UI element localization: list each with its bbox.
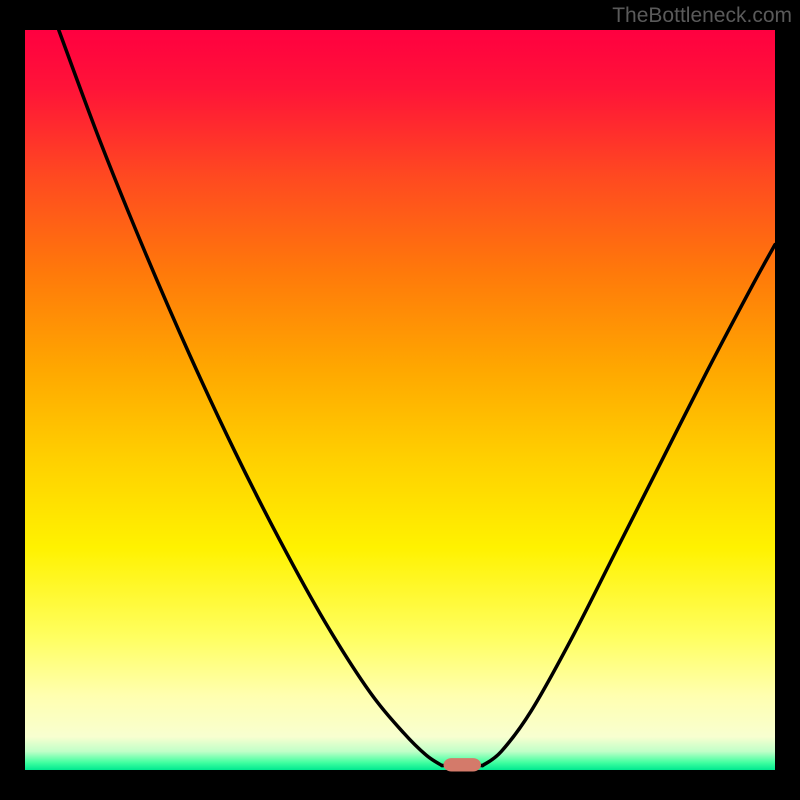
bottleneck-chart [0,0,800,800]
chart-gradient-bg [25,30,775,770]
watermark-text: TheBottleneck.com [612,4,792,28]
chart-container: TheBottleneck.com [0,0,800,800]
optimal-point-marker [444,758,482,771]
